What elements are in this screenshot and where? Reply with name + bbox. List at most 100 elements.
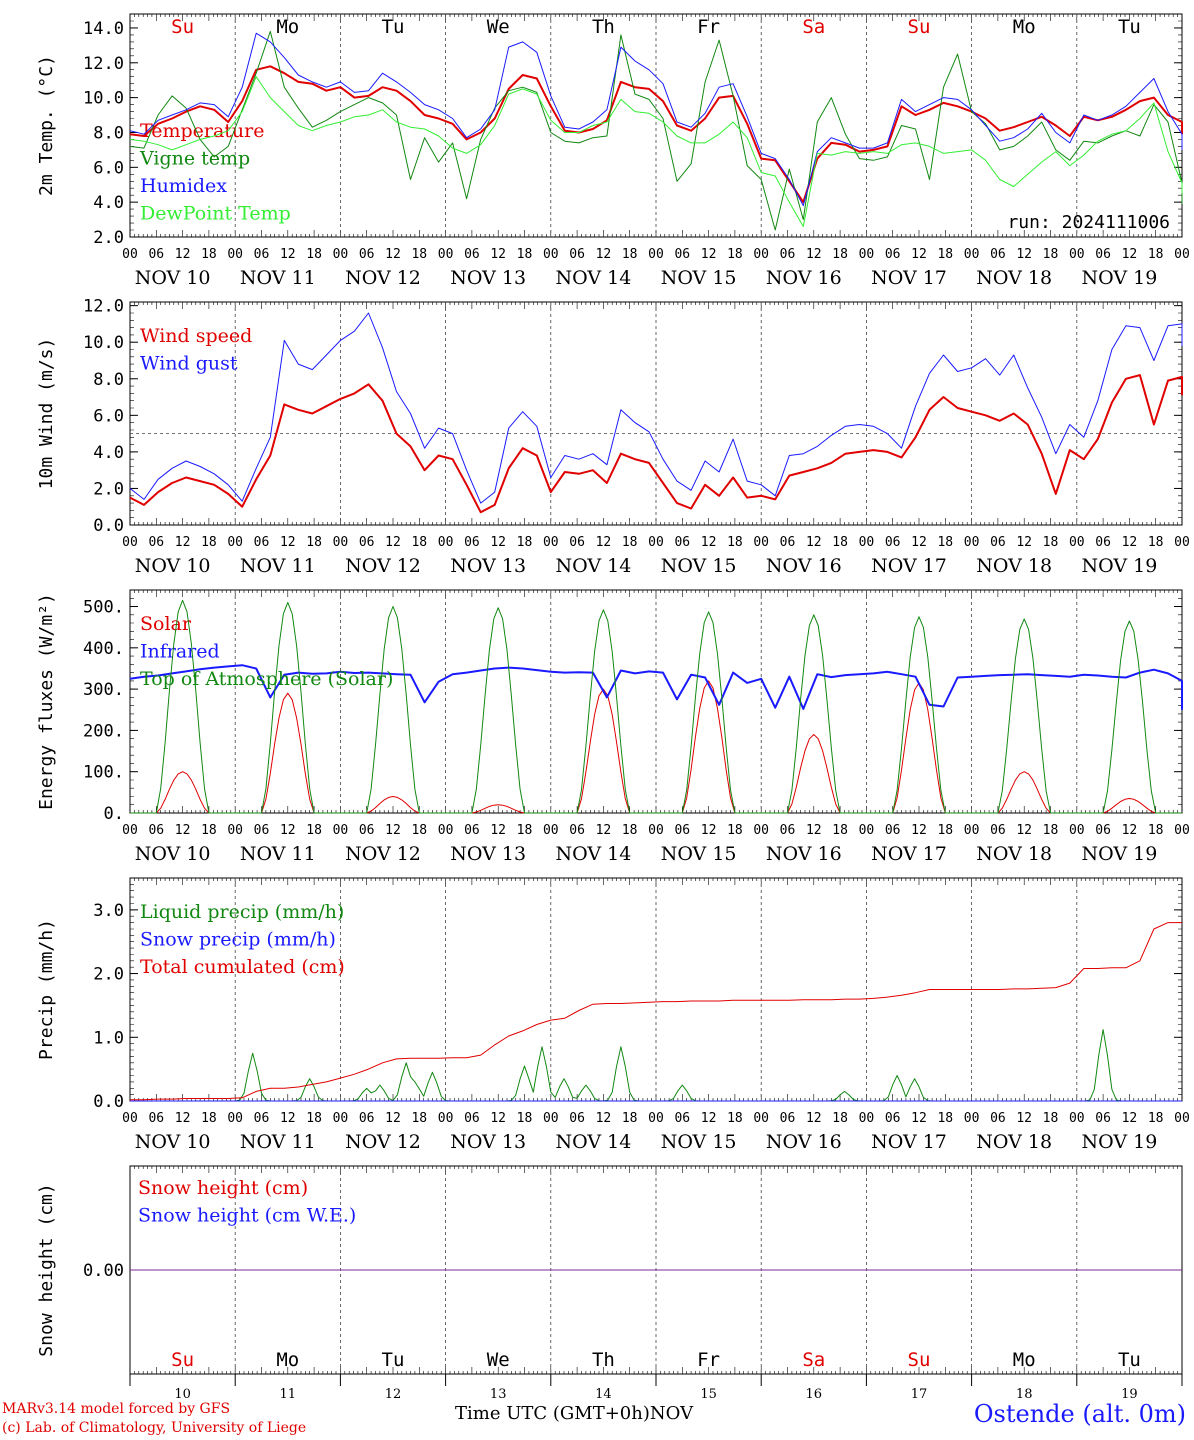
hour-tick-label: 00: [648, 535, 664, 550]
hour-tick-label: 06: [885, 535, 901, 550]
day-label: NOV 13: [450, 843, 526, 865]
hour-tick-label: 00: [648, 823, 664, 838]
day-label: NOV 12: [345, 555, 421, 577]
day-label: NOV 13: [450, 1131, 526, 1153]
day-label: NOV 18: [976, 1131, 1052, 1153]
hour-tick-label: 06: [990, 1111, 1006, 1126]
hour-tick-label: 12: [1122, 535, 1138, 550]
legend-entry: Humidex: [140, 175, 227, 197]
hour-tick-label: 18: [622, 535, 638, 550]
y-tick-label: 500.: [83, 598, 124, 618]
hour-tick-label: 06: [885, 823, 901, 838]
day-number: 13: [490, 1387, 507, 1402]
x-minor-ticks: [129, 302, 1183, 525]
series-line-2: [129, 664, 1183, 710]
hour-tick-label: 18: [727, 247, 743, 262]
credit-line-model: MARv3.14 model forced by GFS: [2, 1401, 231, 1417]
hour-tick-label: 18: [832, 247, 848, 262]
hour-tick-label: 18: [1148, 1111, 1164, 1126]
hour-tick-label: 12: [385, 535, 401, 550]
day-number: 11: [280, 1387, 297, 1402]
hour-tick-label: 06: [780, 823, 796, 838]
y-tick-label: 6.0: [93, 158, 124, 178]
hour-tick-label: 18: [306, 247, 322, 262]
day-label: NOV 14: [555, 1131, 631, 1153]
day-label: NOV 16: [766, 267, 842, 289]
panel-4: 0.0 1.0 2.0 3.0 Precip (mm/h) Liquid precip (…: [36, 877, 1190, 1153]
y-tick-label: 2.0: [93, 479, 124, 499]
hour-tick-label: 18: [1148, 823, 1164, 838]
day-label: NOV 19: [1081, 267, 1157, 289]
hour-tick-label: 18: [727, 535, 743, 550]
hour-tick-label: 06: [885, 247, 901, 262]
y-minor-ticks: [130, 305, 1182, 526]
hour-tick-label: 12: [806, 247, 822, 262]
hour-tick-label: 12: [490, 535, 506, 550]
y-tick-label: 2.0: [93, 965, 124, 985]
hour-tick-label: 06: [148, 1111, 164, 1126]
bottom-axis: Su 10 Mo 11 Tu 12 We 13 Th 14 Fr 15 Sa 16 Su 17 Mo 18 Tu 19: [129, 1349, 1183, 1402]
day-number: 18: [1016, 1387, 1033, 1402]
day-label: NOV 15: [661, 267, 737, 289]
series-line-3: [130, 922, 1182, 1101]
hour-tick-label: 00: [438, 247, 454, 262]
y-tick-label: 3.0: [93, 901, 124, 921]
legend-entry: Wind speed: [140, 325, 252, 347]
hour-tick-label: 12: [806, 535, 822, 550]
hour-tick-label: 12: [175, 823, 191, 838]
hour-tick-label: 00: [1174, 535, 1190, 550]
hour-tick-label: 06: [1095, 247, 1111, 262]
hour-tick-label: 12: [596, 823, 612, 838]
day-number: 14: [595, 1387, 612, 1402]
hour-tick-label: 00: [543, 1111, 559, 1126]
hour-tick-label: 12: [911, 535, 927, 550]
hour-tick-label: 12: [175, 535, 191, 550]
hour-tick-label: 06: [885, 1111, 901, 1126]
hour-tick-label: 12: [911, 823, 927, 838]
hour-tick-label: 00: [333, 1111, 349, 1126]
series-line-3: [129, 32, 1183, 207]
legend-entry: Snow precip (mm/h): [140, 929, 336, 951]
hour-tick-label: 18: [411, 535, 427, 550]
series-line-3: [130, 599, 1182, 814]
day-label: NOV 14: [555, 843, 631, 865]
hour-tick-label: 00: [122, 1111, 138, 1126]
day-label: NOV 19: [1081, 555, 1157, 577]
y-tick-label: 12.0: [83, 297, 124, 317]
x-minor-ticks: [129, 878, 1183, 1101]
hour-tick-label: 12: [1016, 535, 1032, 550]
hour-tick-label: 00: [1069, 823, 1085, 838]
legend-entry: Snow height (cm W.E.): [138, 1205, 356, 1227]
y-tick-label: 6.0: [93, 406, 124, 426]
legend-entry: Temperature: [140, 120, 264, 142]
series-line-1: [129, 65, 1183, 204]
day-number: 10: [174, 1387, 191, 1402]
weekday-label: Th: [592, 16, 615, 38]
hour-tick-label: 06: [464, 247, 480, 262]
hour-tick-label: 00: [753, 247, 769, 262]
hour-tick-label: 12: [911, 1111, 927, 1126]
hour-tick-label: 18: [411, 823, 427, 838]
hour-tick-label: 00: [753, 535, 769, 550]
hour-tick-label: 06: [569, 1111, 585, 1126]
day-label: NOV 17: [871, 267, 947, 289]
hour-tick-label: 12: [490, 247, 506, 262]
day-label: NOV 16: [766, 555, 842, 577]
day-number: 16: [806, 1387, 823, 1402]
hour-tick-label: 18: [622, 823, 638, 838]
hour-tick-label: 00: [1174, 823, 1190, 838]
hour-tick-label: 00: [648, 247, 664, 262]
y-tick-label: 0.0: [93, 1092, 124, 1112]
hour-tick-label: 18: [937, 823, 953, 838]
hour-tick-label: 12: [701, 1111, 717, 1126]
day-label: NOV 17: [871, 555, 947, 577]
hour-tick-label: 12: [806, 1111, 822, 1126]
y-tick-label: 8.0: [93, 123, 124, 143]
y-tick-label: 300.: [83, 680, 124, 700]
hour-tick-label: 18: [517, 247, 533, 262]
hour-tick-label: 00: [438, 823, 454, 838]
y-tick-label: 1.0: [93, 1028, 124, 1048]
hour-tick-label: 18: [411, 1111, 427, 1126]
hour-tick-label: 18: [201, 247, 217, 262]
panel-1: 2.0 4.0 6.0 8.0 10.0 12.0 14.0 2m Temp. (°C) Tem…: [36, 13, 1190, 289]
